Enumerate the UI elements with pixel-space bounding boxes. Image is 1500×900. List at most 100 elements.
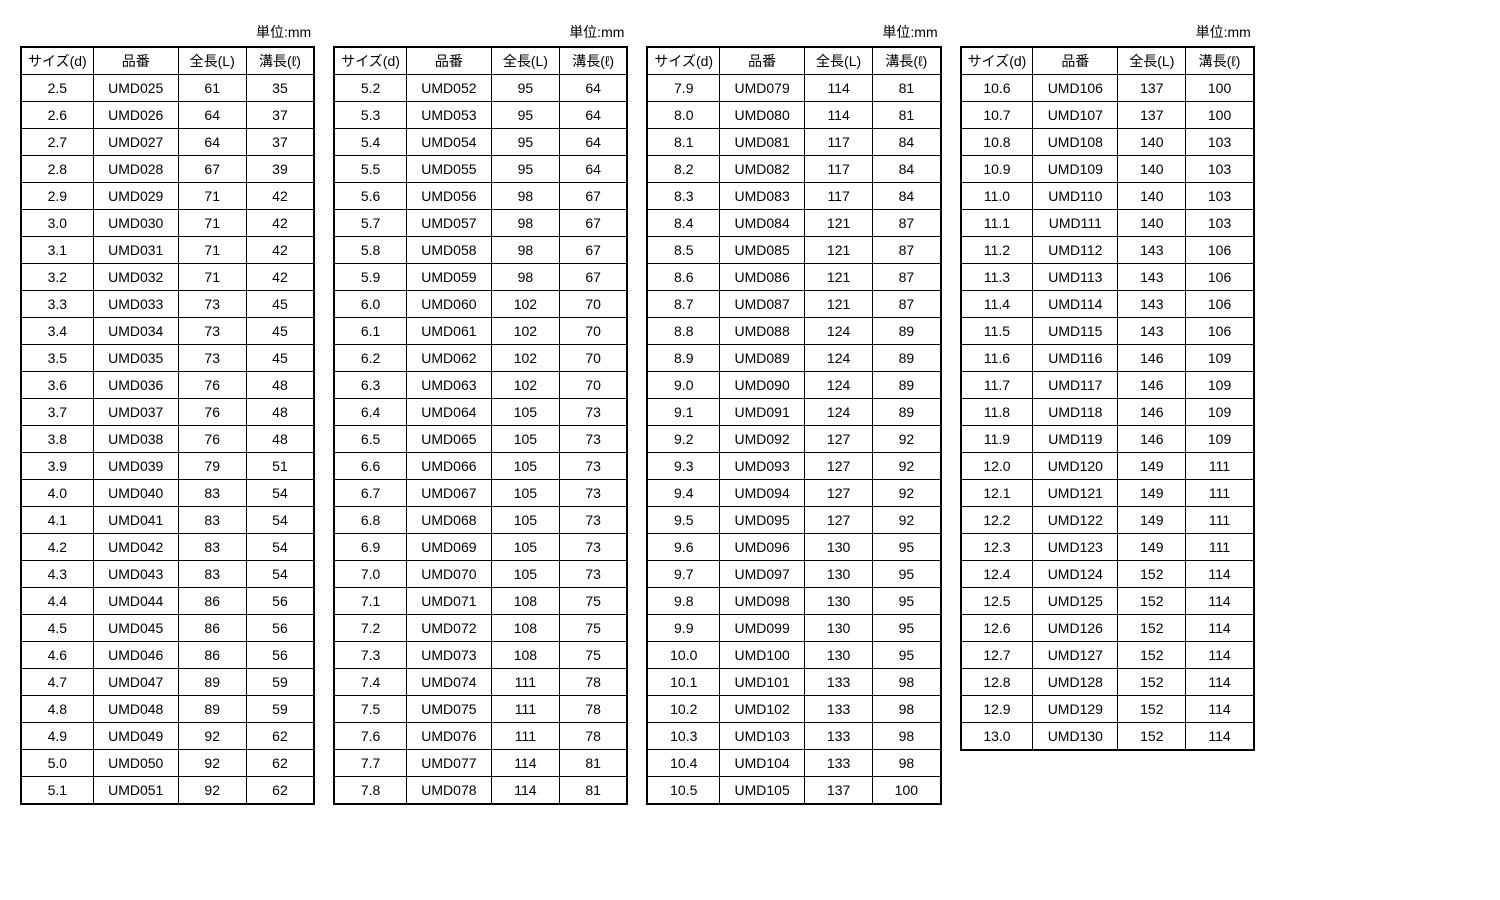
table-cell: 114 [491, 750, 559, 777]
table-cell: 102 [491, 345, 559, 372]
table-cell: 5.8 [334, 237, 406, 264]
table-cell: 87 [873, 264, 941, 291]
table-cell: 9.9 [647, 615, 719, 642]
spec-table-block: 単位:mmサイズ(d)品番全長(L)溝長(ℓ)7.9UMD079114818.0… [646, 20, 941, 805]
unit-label: 単位:mm [960, 20, 1255, 46]
table-row: 6.8UMD06810573 [334, 507, 627, 534]
table-cell: 48 [246, 372, 314, 399]
table-cell: 78 [559, 696, 627, 723]
table-cell: 70 [559, 372, 627, 399]
table-cell: UMD093 [720, 453, 805, 480]
table-cell: 11.0 [961, 183, 1033, 210]
table-cell: 7.8 [334, 777, 406, 805]
table-cell: 8.2 [647, 156, 719, 183]
table-row: 12.9UMD129152114 [961, 696, 1254, 723]
table-cell: 9.0 [647, 372, 719, 399]
table-cell: 114 [1186, 615, 1254, 642]
table-cell: 108 [491, 642, 559, 669]
table-cell: 11.8 [961, 399, 1033, 426]
column-header-groove: 溝長(ℓ) [559, 47, 627, 75]
table-cell: UMD127 [1033, 642, 1118, 669]
table-cell: 124 [805, 399, 873, 426]
spec-table: サイズ(d)品番全長(L)溝長(ℓ)2.5UMD02561352.6UMD026… [20, 46, 315, 805]
table-cell: 8.1 [647, 129, 719, 156]
column-header-size: サイズ(d) [647, 47, 719, 75]
table-cell: 121 [805, 291, 873, 318]
table-cell: UMD087 [720, 291, 805, 318]
table-row: 4.3UMD0438354 [21, 561, 314, 588]
table-cell: UMD103 [720, 723, 805, 750]
table-cell: 42 [246, 264, 314, 291]
table-row: 6.7UMD06710573 [334, 480, 627, 507]
table-cell: 143 [1118, 291, 1186, 318]
table-cell: 109 [1186, 345, 1254, 372]
table-cell: UMD109 [1033, 156, 1118, 183]
table-cell: UMD108 [1033, 129, 1118, 156]
table-cell: UMD117 [1033, 372, 1118, 399]
table-cell: 64 [559, 75, 627, 102]
table-cell: 106 [1186, 264, 1254, 291]
spec-tables-container: 単位:mm サイズ(d)品番全長(L)溝長(ℓ)2.5UMD02561352.6U… [20, 20, 1480, 805]
table-row: 5.7UMD0579867 [334, 210, 627, 237]
table-row: 8.6UMD08612187 [647, 264, 940, 291]
table-cell: 4.2 [21, 534, 93, 561]
table-cell: 3.8 [21, 426, 93, 453]
table-cell: UMD062 [406, 345, 491, 372]
table-row: 11.4UMD114143106 [961, 291, 1254, 318]
table-cell: 109 [1186, 372, 1254, 399]
table-cell: 37 [246, 102, 314, 129]
table-cell: 84 [873, 129, 941, 156]
table-row: 9.4UMD09412792 [647, 480, 940, 507]
table-cell: UMD091 [720, 399, 805, 426]
table-cell: UMD032 [93, 264, 178, 291]
table-row: 10.4UMD10413398 [647, 750, 940, 777]
table-cell: 84 [873, 183, 941, 210]
table-cell: 5.0 [21, 750, 93, 777]
table-cell: 114 [1186, 561, 1254, 588]
table-row: 11.6UMD116146109 [961, 345, 1254, 372]
table-cell: 70 [559, 318, 627, 345]
table-cell: 59 [246, 669, 314, 696]
table-row: 12.8UMD128152114 [961, 669, 1254, 696]
table-cell: 12.3 [961, 534, 1033, 561]
table-row: 4.7UMD0478959 [21, 669, 314, 696]
table-cell: UMD051 [93, 777, 178, 805]
table-cell: UMD030 [93, 210, 178, 237]
table-cell: UMD080 [720, 102, 805, 129]
table-cell: 103 [1186, 129, 1254, 156]
table-cell: 35 [246, 75, 314, 102]
table-cell: 121 [805, 237, 873, 264]
table-row: 12.2UMD122149111 [961, 507, 1254, 534]
table-header-row: サイズ(d)品番全長(L)溝長(ℓ) [647, 47, 940, 75]
table-cell: UMD025 [93, 75, 178, 102]
table-cell: UMD094 [720, 480, 805, 507]
table-cell: 103 [1186, 156, 1254, 183]
table-cell: 83 [178, 561, 246, 588]
table-row: 9.6UMD09613095 [647, 534, 940, 561]
table-cell: 76 [178, 399, 246, 426]
table-row: 5.6UMD0569867 [334, 183, 627, 210]
table-cell: 89 [178, 696, 246, 723]
table-cell: 71 [178, 237, 246, 264]
table-row: 10.2UMD10213398 [647, 696, 940, 723]
table-cell: 92 [873, 426, 941, 453]
table-cell: 10.2 [647, 696, 719, 723]
table-cell: UMD079 [720, 75, 805, 102]
table-cell: 9.8 [647, 588, 719, 615]
table-row: 10.6UMD106137100 [961, 75, 1254, 102]
table-cell: 45 [246, 291, 314, 318]
spec-table-block: 単位:mmサイズ(d)品番全長(L)溝長(ℓ)5.2UMD05295645.3U… [333, 20, 628, 805]
table-cell: 152 [1118, 669, 1186, 696]
table-cell: 111 [1186, 507, 1254, 534]
table-cell: UMD110 [1033, 183, 1118, 210]
table-cell: 83 [178, 507, 246, 534]
table-cell: UMD121 [1033, 480, 1118, 507]
table-cell: 103 [1186, 210, 1254, 237]
table-cell: 12.7 [961, 642, 1033, 669]
table-cell: 100 [873, 777, 941, 805]
table-cell: 4.1 [21, 507, 93, 534]
table-cell: 6.1 [334, 318, 406, 345]
table-row: 8.3UMD08311784 [647, 183, 940, 210]
table-cell: UMD044 [93, 588, 178, 615]
column-header-length: 全長(L) [178, 47, 246, 75]
